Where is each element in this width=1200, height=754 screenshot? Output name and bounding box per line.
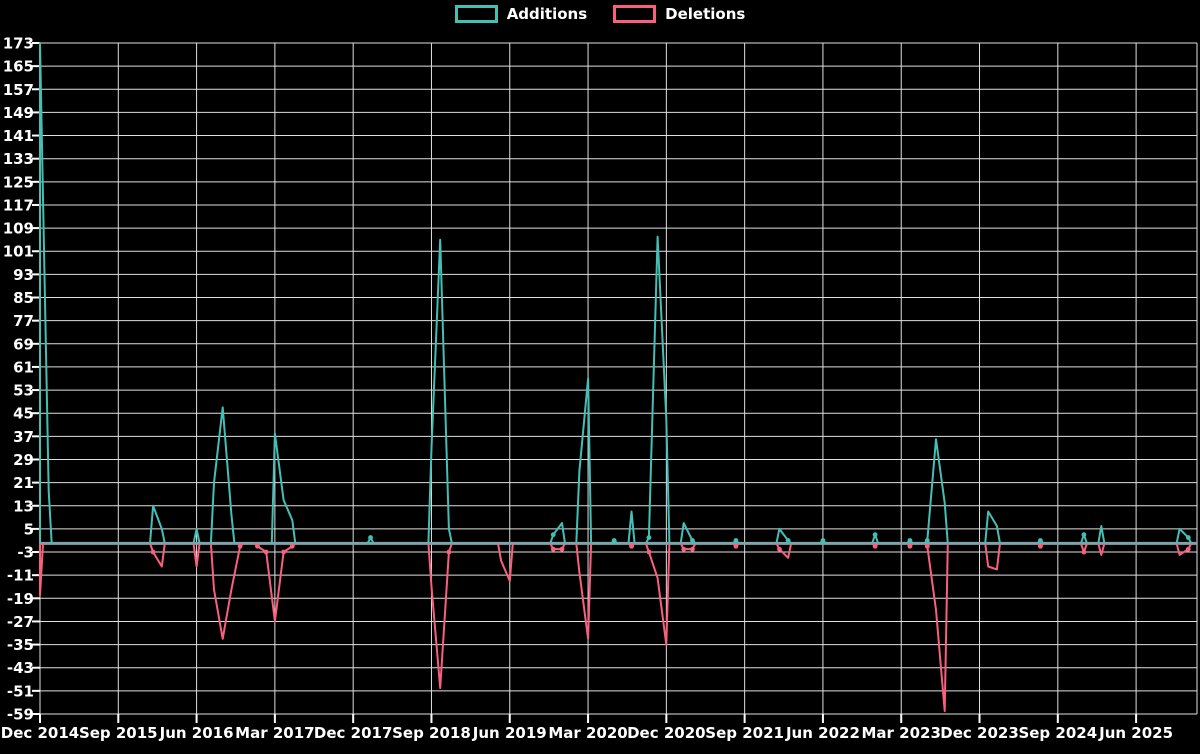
y-tick-label: 125 bbox=[3, 173, 34, 191]
x-tick-label: Sep 2021 bbox=[705, 724, 784, 742]
y-tick-label: 149 bbox=[3, 104, 34, 122]
y-tick-label: 173 bbox=[3, 35, 34, 53]
deletions-line bbox=[39, 542, 1193, 713]
deletions-point-marker bbox=[1038, 543, 1043, 549]
additions-point-marker bbox=[368, 535, 373, 540]
additions-point-marker bbox=[907, 538, 913, 543]
y-tick-label: 165 bbox=[3, 58, 34, 76]
y-tick-label: 53 bbox=[13, 382, 34, 400]
additions-point-marker bbox=[646, 535, 652, 540]
y-tick-label: 85 bbox=[13, 289, 34, 307]
deletions-point-marker bbox=[646, 549, 652, 555]
y-tick-label: -59 bbox=[7, 706, 34, 724]
additions-point-marker bbox=[785, 538, 791, 543]
y-tick-label: 93 bbox=[13, 266, 34, 284]
deletions-point-marker bbox=[281, 549, 286, 555]
deletions-point-marker bbox=[446, 549, 452, 555]
axis-ticks bbox=[32, 42, 1138, 723]
additions-point-marker bbox=[611, 538, 617, 543]
legend-item-additions: Additions bbox=[454, 5, 588, 23]
y-tick-label: -3 bbox=[17, 544, 34, 562]
x-tick-label: Dec 2023 bbox=[940, 724, 1019, 742]
gridlines bbox=[39, 42, 1198, 715]
x-tick-label: Dec 2020 bbox=[627, 724, 706, 742]
x-tick-label: Jun 2022 bbox=[785, 724, 860, 742]
y-tick-label: -51 bbox=[7, 682, 34, 700]
deletions-swatch-icon bbox=[613, 5, 657, 23]
y-tick-label: 61 bbox=[13, 358, 34, 376]
additions-point-marker bbox=[1038, 538, 1043, 543]
deletions-point-marker bbox=[907, 543, 913, 549]
deletions-point-marker bbox=[777, 546, 782, 552]
additions-point-marker bbox=[872, 532, 878, 538]
x-tick-label: Jun 2025 bbox=[1098, 724, 1173, 742]
y-tick-label: -19 bbox=[7, 590, 34, 608]
deletions-point-marker bbox=[237, 543, 243, 549]
x-tick-label: Sep 2024 bbox=[1018, 724, 1097, 742]
x-tick-label: Dec 2017 bbox=[314, 724, 393, 742]
additions-point-marker bbox=[1185, 535, 1191, 540]
y-tick-label: 29 bbox=[13, 451, 34, 469]
y-tick-label: 69 bbox=[13, 335, 34, 353]
deletions-point-marker bbox=[255, 543, 260, 549]
x-tick-label: Mar 2017 bbox=[235, 724, 314, 742]
deletions-point-marker bbox=[263, 549, 269, 555]
x-tick-label: Dec 2014 bbox=[1, 724, 80, 742]
deletions-point-marker bbox=[924, 543, 930, 549]
x-tick-label: Sep 2015 bbox=[79, 724, 158, 742]
axis-labels: 173 165 157 149 141 133 125 117 109 101 93 85 77 69 61… bbox=[1, 35, 1173, 743]
deletions-point-marker bbox=[690, 546, 695, 552]
x-tick-label: Mar 2023 bbox=[862, 724, 941, 742]
y-tick-label: -27 bbox=[7, 613, 34, 631]
deletions-point-marker bbox=[550, 546, 556, 552]
deletions-point-marker bbox=[559, 546, 565, 552]
deletions-point-marker bbox=[289, 543, 295, 549]
y-tick-label: 133 bbox=[3, 150, 34, 168]
additions-point-marker bbox=[924, 538, 930, 543]
legend-label-deletions: Deletions bbox=[665, 5, 746, 23]
deletions-point-marker bbox=[629, 543, 634, 549]
x-tick-label: Jun 2016 bbox=[159, 724, 234, 742]
y-tick-label: -35 bbox=[7, 636, 34, 654]
deletions-point-marker bbox=[1185, 546, 1191, 552]
additions-point-marker bbox=[690, 538, 695, 543]
additions-line bbox=[39, 42, 1193, 545]
deletions-point-marker bbox=[733, 543, 739, 549]
y-tick-label: 117 bbox=[3, 196, 34, 214]
x-tick-label: Sep 2018 bbox=[392, 724, 471, 742]
y-tick-label: 37 bbox=[13, 428, 34, 446]
additions-point-marker bbox=[1081, 532, 1087, 538]
legend-item-deletions: Deletions bbox=[613, 5, 745, 23]
y-tick-label: 101 bbox=[3, 243, 34, 261]
x-tick-label: Jun 2019 bbox=[472, 724, 547, 742]
y-tick-label: 77 bbox=[13, 312, 34, 330]
deletions-point-marker bbox=[1081, 549, 1087, 555]
y-tick-label: 13 bbox=[13, 497, 34, 515]
y-tick-label: 109 bbox=[3, 220, 34, 238]
y-tick-label: 21 bbox=[13, 474, 34, 492]
additions-swatch-icon bbox=[454, 5, 498, 23]
deletions-point-marker bbox=[872, 543, 878, 549]
y-tick-label: 5 bbox=[24, 520, 34, 538]
y-tick-label: 157 bbox=[3, 81, 34, 99]
legend-label-additions: Additions bbox=[506, 5, 588, 23]
y-tick-label: -43 bbox=[7, 659, 34, 677]
x-tick-label: Mar 2020 bbox=[548, 724, 627, 742]
deletions-point-marker bbox=[150, 549, 156, 555]
deletions-point-marker bbox=[681, 546, 687, 552]
y-tick-label: -11 bbox=[7, 567, 34, 585]
legend: Additions Deletions bbox=[0, 5, 1200, 23]
additions-point-marker bbox=[733, 538, 739, 543]
additions-point-marker bbox=[550, 532, 556, 538]
y-tick-label: 45 bbox=[13, 405, 34, 423]
additions-point-marker bbox=[820, 538, 826, 543]
y-tick-label: 141 bbox=[3, 127, 34, 145]
